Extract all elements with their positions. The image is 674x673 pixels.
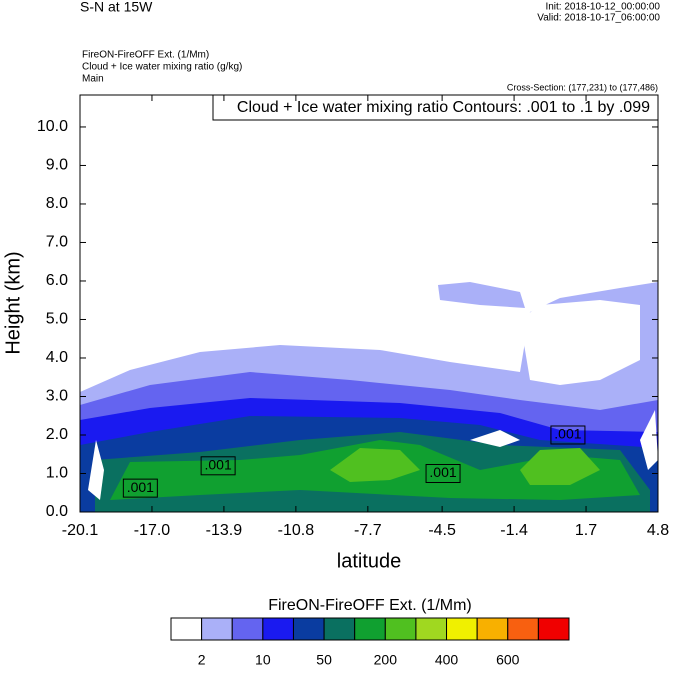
x-tick-label: -20.1 (62, 522, 99, 539)
y-tick-label: 0.0 (46, 503, 68, 520)
contour-info: Cloud + Ice water mixing ratio Contours:… (237, 99, 650, 116)
contour-field: Cloud + Ice water mixing ratio (g/kg) (82, 62, 242, 73)
y-tick-label: 7.0 (46, 234, 68, 251)
y-tick-label: 6.0 (46, 272, 68, 289)
contour-info-box (212, 94, 659, 121)
colorbar-box (292, 617, 325, 641)
colorbar-box (354, 617, 386, 641)
colorbar-box (201, 617, 233, 641)
colorbar-label: 10 (255, 652, 271, 668)
y-tick-label: 4.0 (46, 349, 68, 366)
contour-label-box (425, 463, 461, 483)
colorbar-box (384, 617, 417, 641)
contour-label: .001 (429, 464, 456, 480)
valid-time: Valid: 2018-10-17_06:00:00 (537, 13, 660, 24)
colorbar-label: 2 (198, 652, 206, 668)
init-time: Init: 2018-10-12_00:00:00 (545, 2, 660, 13)
chart-title: S-N at 15W (80, 0, 153, 15)
colorbar-box (170, 617, 203, 641)
y-tick-label: 2.0 (46, 426, 68, 443)
y-tick-label: 5.0 (46, 311, 68, 328)
x-tick-label: -13.9 (206, 522, 243, 539)
x-tick-label: -7.7 (354, 522, 382, 539)
contour-label-box (122, 478, 158, 498)
domain: Main (82, 74, 104, 85)
y-tick-label: 1.0 (46, 465, 68, 482)
field-title: FireON-FireOFF Ext. (1/Mm) (82, 50, 209, 61)
colorbar-label: 200 (374, 652, 398, 668)
colorbar-box (446, 617, 478, 641)
colorbar-label: 400 (435, 652, 459, 668)
colorbar-box (231, 617, 264, 641)
x-tick-label: -4.5 (428, 522, 456, 539)
x-tick-label: -10.8 (278, 522, 315, 539)
y-tick-label: 9.0 (46, 157, 68, 174)
colorbar-box (507, 617, 539, 641)
colorbar-label: 50 (316, 652, 332, 668)
contour-label-box (550, 425, 586, 445)
y-tick-label: 8.0 (46, 195, 68, 212)
y-axis-label: Height (km) (2, 251, 24, 354)
y-tick-label: 10.0 (37, 118, 68, 135)
colorbar-label: 600 (496, 652, 520, 668)
cross-section: Cross-Section: (177,231) to (177,486) (507, 82, 658, 92)
contour-label: .001 (204, 456, 231, 472)
contour-label: .001 (127, 479, 154, 495)
contour-label-box (200, 456, 236, 476)
colorbar-box (323, 617, 356, 641)
filled-contours (80, 282, 658, 512)
x-tick-label: -17.0 (134, 522, 171, 539)
colorbar-box (537, 617, 570, 641)
colorbar-box (415, 617, 448, 641)
x-tick-label: 1.7 (575, 522, 597, 539)
colorbar-title: FireON-FireOFF Ext. (1/Mm) (268, 597, 472, 614)
x-axis-label: latitude (337, 550, 402, 572)
colorbar-box (262, 617, 294, 641)
y-tick-label: 3.0 (46, 388, 68, 405)
x-tick-label: -1.4 (500, 522, 528, 539)
contour-label: .001 (554, 426, 581, 442)
colorbar-box (476, 617, 509, 641)
x-tick-label: 4.8 (647, 522, 669, 539)
